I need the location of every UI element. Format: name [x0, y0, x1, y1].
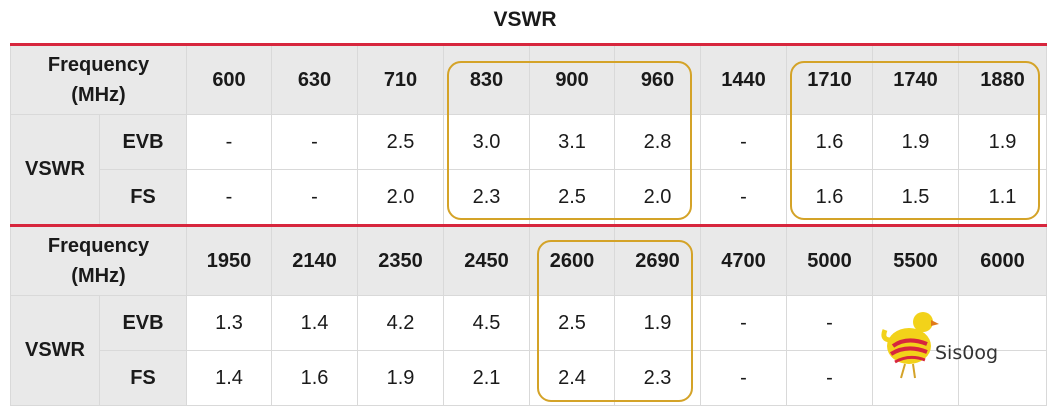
frequency-header-cell: Frequency (MHz) — [10, 43, 187, 115]
frequency-label: Frequency — [47, 235, 150, 257]
sisoog-logo-text: Sis0og — [935, 342, 999, 364]
frequency-header-row-2: Frequency (MHz) 1950 2140 2350 2450 2600… — [10, 224, 1047, 296]
evb-value: 1.9 — [872, 114, 959, 170]
frequency-cell: 830 — [443, 43, 530, 115]
frequency-cell: 710 — [357, 43, 444, 115]
chart-title: VSWR — [493, 8, 557, 31]
evb-value: - — [271, 114, 358, 170]
vswr-table: Frequency (MHz) 600 630 710 830 900 960 … — [10, 43, 1047, 406]
frequency-cell: 5500 — [872, 224, 959, 296]
fs-row-1: FS - - 2.0 2.3 2.5 2.0 - 1.6 1.5 1.1 — [11, 169, 1047, 226]
evb-value: 1.4 — [271, 295, 358, 351]
fs-value: 1.1 — [958, 169, 1047, 226]
frequency-unit: (MHz) — [71, 84, 126, 106]
evb-value: 1.3 — [186, 295, 272, 351]
fs-value: - — [271, 169, 358, 226]
evb-value: 1.9 — [614, 295, 701, 351]
vswr-group-label: VSWR — [10, 295, 100, 406]
frequency-cell: 1950 — [186, 224, 272, 296]
evb-value: 1.6 — [786, 114, 873, 170]
fs-value: 2.3 — [614, 350, 701, 406]
evb-value: - — [700, 295, 787, 351]
fs-value: - — [700, 350, 787, 406]
sisoog-bird-logo-icon — [881, 312, 939, 379]
frequency-cell: 4700 — [700, 224, 787, 296]
fs-value: 1.9 — [357, 350, 444, 406]
fs-value: 2.4 — [529, 350, 615, 406]
frequency-cell: 2600 — [529, 224, 615, 296]
frequency-cell: 600 — [186, 43, 272, 115]
evb-value: 4.5 — [443, 295, 530, 351]
frequency-cell: 900 — [529, 43, 615, 115]
frequency-cell: 1710 — [786, 43, 873, 115]
frequency-cell: 2450 — [443, 224, 530, 296]
fs-value: - — [786, 350, 873, 406]
frequency-cell: 1880 — [958, 43, 1047, 115]
fs-row-2: FS 1.4 1.6 1.9 2.1 2.4 2.3 - - — [11, 350, 1047, 406]
frequency-cell: 630 — [271, 43, 358, 115]
fs-value: 2.1 — [443, 350, 530, 406]
evb-value: 3.1 — [529, 114, 615, 170]
frequency-header-cell: Frequency (MHz) — [10, 224, 187, 296]
fs-value: - — [700, 169, 787, 226]
fs-value: 1.5 — [872, 169, 959, 226]
evb-value: 2.5 — [357, 114, 444, 170]
frequency-cell: 2690 — [614, 224, 701, 296]
fs-value — [958, 350, 1047, 406]
evb-value: 3.0 — [443, 114, 530, 170]
evb-row-1: VSWR EVB - - 2.5 3.0 3.1 2.8 - 1.6 1.9 1… — [10, 114, 1047, 226]
evb-value: - — [700, 114, 787, 170]
evb-row-2: VSWR EVB 1.3 1.4 4.2 4.5 2.5 1.9 - - — [10, 295, 1047, 406]
fs-value: 2.0 — [357, 169, 444, 226]
frequency-cell: 1440 — [700, 43, 787, 115]
evb-value: 1.9 — [958, 114, 1047, 170]
evb-value: 2.8 — [614, 114, 701, 170]
frequency-header-row-1: Frequency (MHz) 600 630 710 830 900 960 … — [10, 43, 1047, 115]
frequency-cell: 5000 — [786, 224, 873, 296]
frequency-cell: 2140 — [271, 224, 358, 296]
frequency-cell: 2350 — [357, 224, 444, 296]
fs-value: - — [186, 169, 272, 226]
evb-value: 4.2 — [357, 295, 444, 351]
evb-value — [958, 295, 1047, 351]
vswr-group-label: VSWR — [10, 114, 100, 226]
frequency-cell: 6000 — [958, 224, 1047, 296]
frequency-label: Frequency — [47, 54, 150, 76]
frequency-cell: 1740 — [872, 43, 959, 115]
fs-label: FS — [99, 169, 187, 226]
evb-value: - — [786, 295, 873, 351]
fs-label: FS — [99, 350, 187, 406]
fs-value: 2.0 — [614, 169, 701, 226]
evb-label: EVB — [99, 114, 187, 170]
fs-value: 1.4 — [186, 350, 272, 406]
fs-value: 1.6 — [271, 350, 358, 406]
evb-value: 2.5 — [529, 295, 615, 351]
fs-value: 1.6 — [786, 169, 873, 226]
frequency-cell: 960 — [614, 43, 701, 115]
evb-value: - — [186, 114, 272, 170]
frequency-unit: (MHz) — [71, 265, 126, 287]
fs-value: 2.3 — [443, 169, 530, 226]
fs-value: 2.5 — [529, 169, 615, 226]
evb-label: EVB — [99, 295, 187, 351]
